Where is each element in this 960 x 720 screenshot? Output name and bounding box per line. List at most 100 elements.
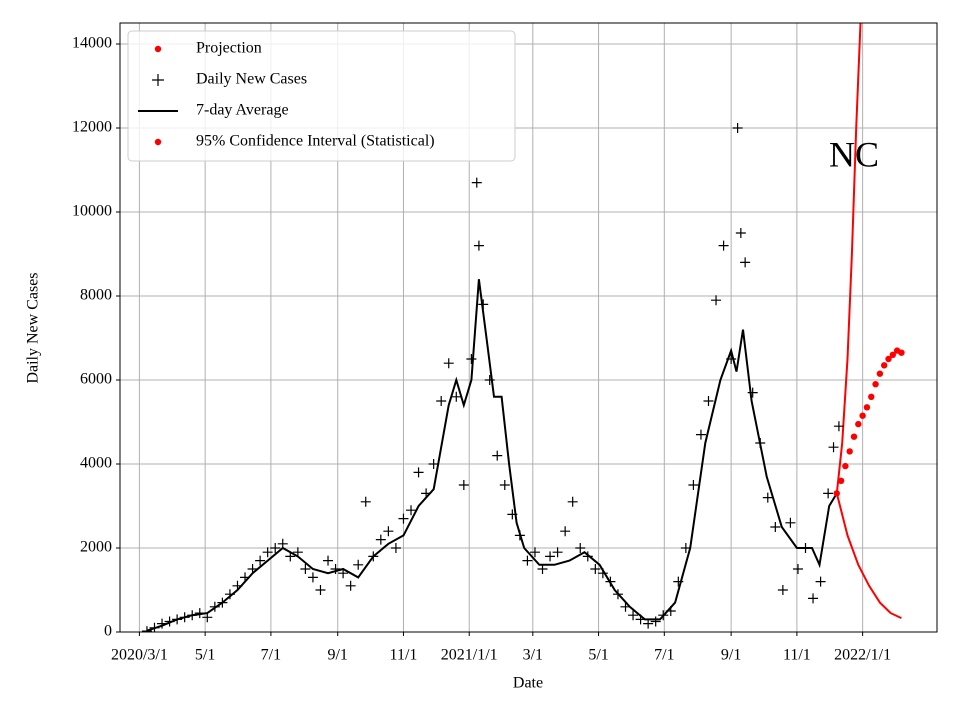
case-point <box>360 496 371 507</box>
projection-point <box>885 355 892 363</box>
case-point <box>330 564 341 574</box>
projection-point <box>842 462 849 470</box>
ci-upper <box>835 23 862 494</box>
case-point <box>507 509 518 520</box>
y-tick-label: 14000 <box>72 35 112 52</box>
case-point <box>478 299 489 310</box>
case-point <box>292 547 303 558</box>
case-point <box>828 442 839 453</box>
case-point <box>164 616 175 627</box>
case-point <box>406 505 417 516</box>
y-tick-label: 0 <box>104 623 112 640</box>
case-point <box>529 547 540 558</box>
legend: Projection Daily New Cases 7-day Average 95… <box>127 30 516 162</box>
case-point <box>537 564 548 574</box>
y-tick-label: 2000 <box>80 539 112 556</box>
case-point <box>762 492 773 503</box>
case-point <box>628 610 639 621</box>
case-point <box>658 610 669 621</box>
y-tick-label: 8000 <box>80 287 112 304</box>
plot-area <box>141 23 905 632</box>
x-tick-label: 5/1 <box>195 647 215 664</box>
case-point <box>711 295 722 306</box>
case-point <box>194 608 205 619</box>
case-point <box>187 610 198 621</box>
case-point <box>597 568 608 579</box>
legend-label: 7-day Average <box>196 102 289 119</box>
annotation: NC <box>829 134 879 174</box>
case-point <box>755 438 766 448</box>
case-point <box>492 450 503 461</box>
case-point <box>277 538 288 549</box>
axes-frame <box>119 22 938 633</box>
case-point <box>808 593 819 604</box>
x-tick-label: 9/1 <box>327 647 347 664</box>
case-point <box>307 572 318 583</box>
ci-lower <box>835 493 902 620</box>
case-point <box>300 564 311 574</box>
case-point <box>522 555 533 566</box>
case-point <box>635 614 646 625</box>
case-point <box>209 601 220 612</box>
case-point <box>443 358 454 369</box>
case-point <box>240 572 251 583</box>
average-line <box>146 279 838 632</box>
legend-label: Daily New Cases <box>196 71 307 88</box>
projection-point <box>898 349 905 356</box>
case-point <box>673 576 684 587</box>
ticks: 0 2000 4000 6000 8000 10000 12000 14000 2020/3/1… <box>72 35 891 664</box>
case-point <box>323 555 334 566</box>
projection-point <box>833 490 840 497</box>
case-point <box>732 123 743 133</box>
legend-swatch <box>154 45 162 53</box>
case-point <box>484 375 495 385</box>
x-tick-label: 2021/1/1 <box>441 647 498 664</box>
case-point <box>383 526 394 537</box>
case-point <box>421 488 432 499</box>
case-point <box>605 576 616 587</box>
case-point <box>650 616 661 627</box>
case-point <box>338 568 349 579</box>
case-point <box>232 580 243 591</box>
x-tick-label: 11/1 <box>783 647 811 664</box>
case-point <box>590 564 601 574</box>
case-point <box>718 240 729 251</box>
case-point <box>726 354 737 364</box>
case-point <box>695 429 706 440</box>
case-point <box>353 559 364 570</box>
x-axis-label: Date <box>513 675 543 692</box>
case-point <box>224 589 235 600</box>
case-point <box>202 612 213 623</box>
case-point <box>833 421 844 432</box>
projection-point <box>872 381 879 388</box>
projection-point <box>850 433 858 440</box>
case-point <box>262 547 273 558</box>
projection-point <box>889 351 897 358</box>
case-point <box>217 597 228 608</box>
projection-point <box>880 362 888 369</box>
case-point <box>575 543 586 553</box>
case-point <box>499 480 510 490</box>
case-point <box>413 467 424 478</box>
case-point <box>157 618 168 629</box>
projection-point <box>859 412 866 419</box>
y-tick-label: 6000 <box>80 371 112 388</box>
x-tick-label: 11/1 <box>390 647 418 664</box>
case-point <box>688 480 699 490</box>
case-point <box>740 257 751 268</box>
case-point <box>792 564 803 574</box>
case-point <box>545 551 556 562</box>
case-point <box>665 606 676 616</box>
y-tick-label: 4000 <box>80 455 112 472</box>
case-point <box>172 614 183 625</box>
case-point <box>398 513 409 524</box>
legend-label: 95% Confidence Interval (Statistical) <box>196 133 435 150</box>
case-point <box>471 177 482 188</box>
legend-swatch <box>152 74 164 86</box>
case-point <box>643 618 654 629</box>
case-point <box>620 601 631 612</box>
case-point <box>800 543 811 553</box>
legend-item: 7-day Average <box>138 102 289 119</box>
case-point <box>735 228 746 238</box>
